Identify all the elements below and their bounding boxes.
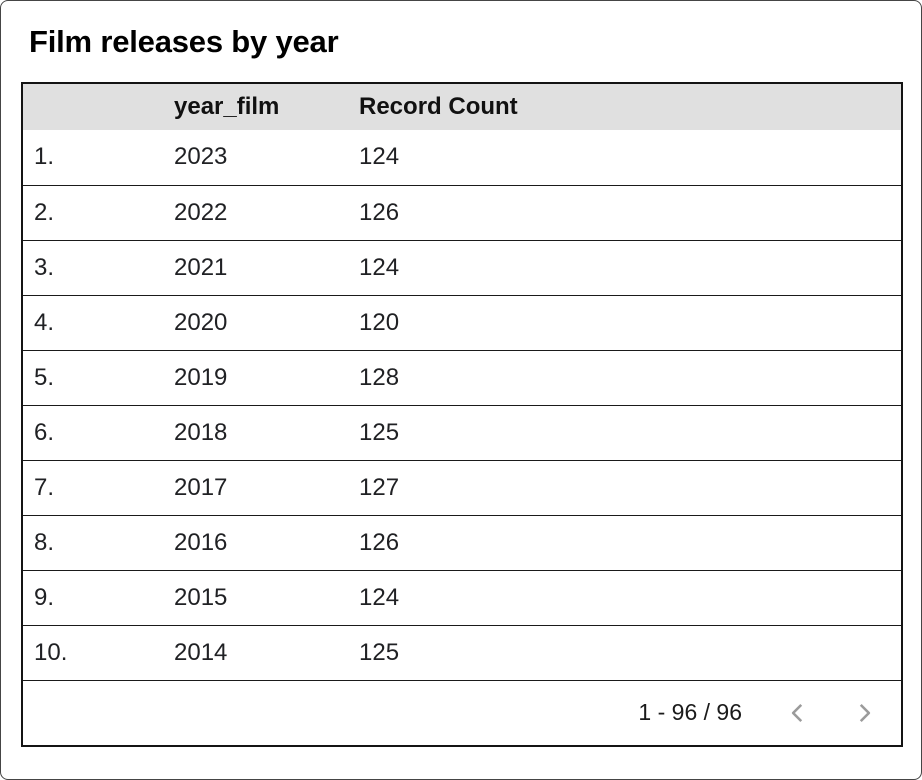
table-body: 1. 2023 124 2. 2022 126 3. 2021 124 4. 2… (23, 130, 901, 681)
table-row: 1. 2023 124 (23, 130, 901, 186)
year-film-cell: 2018 (159, 405, 344, 461)
record-count-cell: 126 (344, 515, 901, 571)
row-index-cell: 6. (23, 405, 159, 461)
chevron-left-icon (785, 700, 811, 726)
table-row: 2. 2022 126 (23, 185, 901, 241)
table-row: 4. 2020 120 (23, 295, 901, 351)
year-film-cell: 2014 (159, 625, 344, 681)
row-index-cell: 7. (23, 460, 159, 516)
record-count-cell: 124 (344, 570, 901, 626)
record-count-cell: 127 (344, 460, 901, 516)
row-index-cell: 1. (23, 130, 159, 186)
year-film-cell: 2021 (159, 240, 344, 296)
header-cell-record-count[interactable]: Record Count (359, 93, 518, 120)
year-film-cell: 2016 (159, 515, 344, 571)
pagination-range-label: 1 - 96 / 96 (638, 699, 742, 726)
row-index-cell: 8. (23, 515, 159, 571)
row-index-cell: 2. (23, 185, 159, 241)
year-film-cell: 2017 (159, 460, 344, 516)
table-row: 7. 2017 127 (23, 460, 901, 516)
table-widget: year_film Record Count 1. 2023 124 2. 20… (21, 82, 903, 747)
header-cell-index (23, 84, 159, 130)
table-row: 8. 2016 126 (23, 515, 901, 571)
record-count-cell: 124 (344, 130, 901, 186)
row-index-cell: 4. (23, 295, 159, 351)
year-film-cell: 2015 (159, 570, 344, 626)
page-title: Film releases by year (29, 24, 339, 59)
record-count-cell: 125 (344, 625, 901, 681)
record-count-cell: 126 (344, 185, 901, 241)
table-row: 5. 2019 128 (23, 350, 901, 406)
row-index-cell: 5. (23, 350, 159, 406)
header-cell-year-film[interactable]: year_film (174, 93, 280, 120)
table-row: 10. 2014 125 (23, 625, 901, 681)
record-count-cell: 124 (344, 240, 901, 296)
table-row: 9. 2015 124 (23, 570, 901, 626)
prev-page-button[interactable] (784, 698, 812, 728)
table-header: year_film Record Count (23, 84, 901, 130)
data-table: year_film Record Count 1. 2023 124 2. 20… (23, 84, 901, 681)
record-count-cell: 125 (344, 405, 901, 461)
pagination-bar: 1 - 96 / 96 (23, 681, 901, 746)
record-count-cell: 128 (344, 350, 901, 406)
year-film-cell: 2019 (159, 350, 344, 406)
row-index-cell: 9. (23, 570, 159, 626)
table-row: 6. 2018 125 (23, 405, 901, 461)
year-film-cell: 2020 (159, 295, 344, 351)
next-page-button[interactable] (850, 698, 878, 728)
row-index-cell: 10. (23, 625, 159, 681)
header-row: year_film Record Count (23, 84, 901, 130)
table-row: 3. 2021 124 (23, 240, 901, 296)
record-count-cell: 120 (344, 295, 901, 351)
row-index-cell: 3. (23, 240, 159, 296)
chevron-right-icon (851, 700, 877, 726)
year-film-cell: 2023 (159, 130, 344, 186)
year-film-cell: 2022 (159, 185, 344, 241)
